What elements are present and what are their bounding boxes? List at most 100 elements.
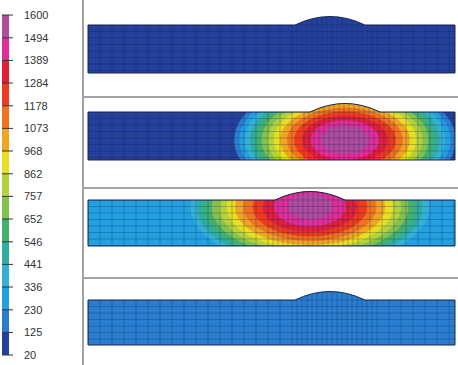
color-swatch <box>2 219 9 242</box>
mesh-line <box>352 280 353 345</box>
mesh-line <box>124 5 125 73</box>
tick-label: 20 <box>24 349 36 361</box>
mesh-line <box>312 280 313 345</box>
mesh-line <box>389 280 390 345</box>
mesh-line <box>437 5 438 73</box>
mesh-line <box>332 5 333 73</box>
mesh-line <box>342 280 343 345</box>
mesh-line <box>297 280 298 345</box>
mesh-line <box>347 5 348 73</box>
mesh-line <box>208 92 209 160</box>
mesh-line <box>352 5 353 73</box>
mesh-line <box>292 5 293 73</box>
panel <box>88 280 455 345</box>
mesh-line <box>337 5 338 73</box>
tick-label: 336 <box>24 281 42 293</box>
separator <box>83 0 84 365</box>
mesh-line <box>256 92 257 160</box>
mesh-line <box>354 92 355 160</box>
tick-label: 1284 <box>24 77 48 89</box>
mesh-line <box>88 239 455 240</box>
plate-outline <box>88 292 455 346</box>
mesh-line <box>208 5 209 73</box>
mesh-line <box>88 31 455 32</box>
mesh-line <box>454 92 455 160</box>
mesh-line <box>88 226 455 227</box>
contour-level <box>268 98 423 183</box>
contour-level <box>274 101 417 179</box>
contour-level <box>234 80 456 200</box>
mesh-line <box>401 280 402 345</box>
mesh-line <box>88 339 455 340</box>
mesh-line <box>449 5 450 73</box>
mesh-line <box>389 5 390 73</box>
mesh-line <box>367 5 368 73</box>
mesh-line <box>297 5 298 73</box>
panel-separator <box>84 278 458 279</box>
mesh-line <box>268 5 269 73</box>
mesh-line <box>244 280 245 345</box>
peak-zone <box>329 321 331 323</box>
mesh-line <box>372 5 373 73</box>
mesh-line <box>88 206 455 207</box>
tick-label: 1178 <box>24 100 48 112</box>
tick-label: 1389 <box>24 54 48 66</box>
mesh-line <box>184 5 185 73</box>
mesh-line <box>413 280 414 345</box>
tick-mark <box>2 309 13 310</box>
mesh-line <box>329 92 330 160</box>
mesh-line <box>339 92 340 160</box>
tick-mark <box>2 287 13 288</box>
figure: 1600149413891284117810739688627576525464… <box>0 0 458 365</box>
tick-label: 441 <box>24 258 42 270</box>
mesh-line <box>292 92 293 160</box>
color-bar: 1600149413891284117810739688627576525464… <box>2 9 48 361</box>
mesh-line <box>112 92 113 160</box>
tick-mark <box>2 196 13 197</box>
tick-mark <box>2 151 13 152</box>
color-swatch <box>2 83 9 106</box>
mesh-line <box>337 280 338 345</box>
mesh-line <box>322 280 323 345</box>
contour-level <box>235 169 385 245</box>
mesh-line <box>377 5 378 73</box>
tick-label: 125 <box>24 326 42 338</box>
mesh-line <box>196 92 197 160</box>
mesh-line <box>172 280 173 345</box>
mesh-line <box>88 232 455 233</box>
mesh-line <box>362 280 363 345</box>
mesh-line <box>347 280 348 345</box>
tick-label: 1073 <box>24 122 48 134</box>
mesh-line <box>88 51 455 52</box>
color-swatch <box>2 310 9 333</box>
mesh-line <box>430 92 431 160</box>
tick-mark <box>2 83 13 84</box>
mesh-line <box>437 280 438 345</box>
contour-level <box>191 148 430 267</box>
contour-level <box>253 177 368 236</box>
tick-label: 757 <box>24 190 42 202</box>
tick-label: 968 <box>24 145 42 157</box>
mesh-line <box>362 5 363 73</box>
mesh-line <box>418 92 419 160</box>
mesh-line <box>88 57 455 58</box>
mesh-line <box>334 92 335 160</box>
mesh-line <box>425 280 426 345</box>
tick-mark <box>2 37 13 38</box>
mesh-line <box>292 280 293 345</box>
mesh-line <box>394 92 395 160</box>
color-swatch <box>2 196 9 219</box>
mesh-line <box>88 118 455 119</box>
tick-label: 1600 <box>24 9 48 21</box>
mesh-line <box>280 92 281 160</box>
panel <box>88 5 455 73</box>
mesh-line <box>88 64 455 65</box>
mesh-line <box>317 5 318 73</box>
tick-mark <box>2 219 13 220</box>
mesh-line <box>268 92 269 160</box>
mesh-line <box>384 92 385 160</box>
mesh-line <box>136 92 137 160</box>
tick-mark <box>2 264 13 265</box>
mesh-line <box>88 157 455 158</box>
mesh-line <box>244 5 245 73</box>
